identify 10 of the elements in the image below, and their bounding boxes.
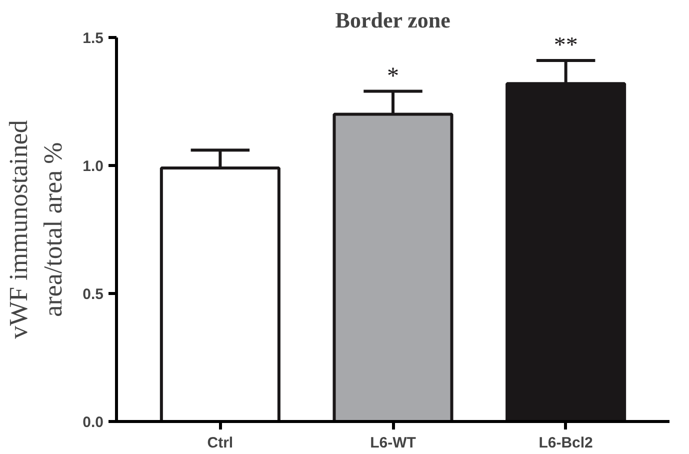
y-tick-label: 0.5 <box>82 286 104 303</box>
x-tick-label: Ctrl <box>207 434 234 452</box>
y-tick-label: 1.0 <box>82 158 104 175</box>
y-tick-label: 1.5 <box>82 30 104 47</box>
y-axis-title: vWF immunostained area/total area % <box>4 120 68 339</box>
chart-title: Border zone <box>335 8 451 32</box>
x-tick-label: L6-WT <box>370 434 416 452</box>
x-tick-label: L6-Bcl2 <box>538 434 593 452</box>
y-tick-label: 0.0 <box>82 414 104 431</box>
annotation: * <box>387 63 399 90</box>
